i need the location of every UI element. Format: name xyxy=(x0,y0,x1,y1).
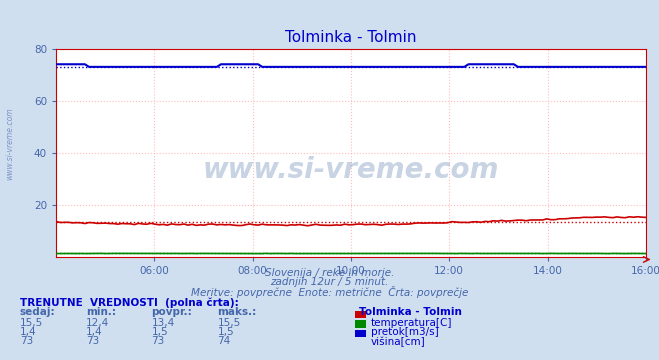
Text: Meritve: povprečne  Enote: metrične  Črta: povprečje: Meritve: povprečne Enote: metrične Črta:… xyxy=(191,286,468,298)
Title: Tolminka - Tolmin: Tolminka - Tolmin xyxy=(285,30,416,45)
Text: sedaj:: sedaj: xyxy=(20,307,55,317)
Text: temperatura[C]: temperatura[C] xyxy=(371,318,453,328)
Text: pretok[m3/s]: pretok[m3/s] xyxy=(371,327,439,337)
Text: 73: 73 xyxy=(86,336,99,346)
Text: www.si-vreme.com: www.si-vreme.com xyxy=(5,108,14,180)
Text: 1,5: 1,5 xyxy=(152,327,168,337)
Text: TRENUTNE  VREDNOSTI  (polna črta):: TRENUTNE VREDNOSTI (polna črta): xyxy=(20,297,239,307)
Text: 73: 73 xyxy=(20,336,33,346)
Text: maks.:: maks.: xyxy=(217,307,257,317)
Text: Slovenija / reke in morje.: Slovenija / reke in morje. xyxy=(265,268,394,278)
Text: 74: 74 xyxy=(217,336,231,346)
Text: Tolminka - Tolmin: Tolminka - Tolmin xyxy=(359,307,462,317)
Text: 1,4: 1,4 xyxy=(86,327,102,337)
Text: povpr.:: povpr.: xyxy=(152,307,192,317)
Text: 1,5: 1,5 xyxy=(217,327,234,337)
Text: 12,4: 12,4 xyxy=(86,318,109,328)
Text: min.:: min.: xyxy=(86,307,116,317)
Text: zadnjih 12ur / 5 minut.: zadnjih 12ur / 5 minut. xyxy=(270,277,389,287)
Text: 15,5: 15,5 xyxy=(20,318,43,328)
Text: 1,4: 1,4 xyxy=(20,327,36,337)
Text: višina[cm]: višina[cm] xyxy=(371,336,426,347)
Text: 13,4: 13,4 xyxy=(152,318,175,328)
Text: 15,5: 15,5 xyxy=(217,318,241,328)
Text: www.si-vreme.com: www.si-vreme.com xyxy=(203,156,499,184)
Text: 73: 73 xyxy=(152,336,165,346)
